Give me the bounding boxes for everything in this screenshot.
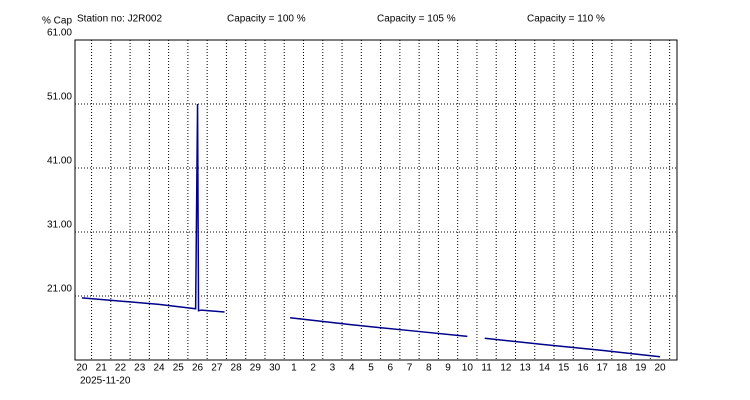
x-tick-label: 26 (192, 363, 204, 374)
x-tick-label: 25 (173, 363, 185, 374)
x-tick-label: 3 (330, 363, 336, 374)
data-line (289, 317, 468, 338)
x-tick-label: 23 (134, 363, 146, 374)
x-tick-label: 10 (462, 363, 474, 374)
x-tick-label: 28 (231, 363, 243, 374)
x-tick-label: 27 (211, 363, 223, 374)
x-tick-label: 8 (426, 363, 432, 374)
x-tick-label: 19 (635, 363, 647, 374)
plot-border (74, 39, 678, 361)
y-tick-label: 61.00 (47, 28, 72, 39)
start-date: 2025-11-20 (80, 376, 131, 387)
x-tick-label: 18 (616, 363, 628, 374)
data-line (484, 337, 661, 358)
x-tick-label: 20 (654, 363, 666, 374)
y-axis-label: % Cap (42, 16, 72, 27)
x-tick-label: 1 (291, 363, 297, 374)
x-tick-label: 14 (539, 363, 551, 374)
x-tick-label: 12 (500, 363, 512, 374)
x-tick-label: 9 (445, 363, 451, 374)
x-tick-label: 30 (269, 363, 281, 374)
y-tick-label: 31.00 (47, 220, 72, 231)
x-tick-label: 7 (407, 363, 413, 374)
capacity-label: Capacity = 110 % (527, 14, 605, 25)
y-tick-label: 51.00 (47, 92, 72, 103)
x-tick-label: 17 (597, 363, 609, 374)
y-tick-label: 41.00 (47, 156, 72, 167)
x-tick-label: 13 (520, 363, 532, 374)
x-tick-label: 29 (250, 363, 262, 374)
y-tick-label: 21.00 (47, 284, 72, 295)
x-tick-label: 21 (96, 363, 108, 374)
capacity-label: Capacity = 100 % (227, 14, 306, 25)
x-tick-label: 20 (76, 363, 88, 374)
capacity-label: Capacity = 105 % (377, 14, 456, 25)
station-label: Station no: J2R002 (77, 14, 162, 25)
x-tick-label: 15 (558, 363, 570, 374)
x-tick-label: 24 (153, 363, 165, 374)
x-tick-label: 6 (387, 363, 393, 374)
x-tick-label: 4 (349, 363, 355, 374)
x-tick-label: 11 (481, 363, 492, 374)
x-tick-label: 22 (115, 363, 127, 374)
x-tick-label: 2 (310, 363, 316, 374)
x-tick-label: 5 (368, 363, 374, 374)
data-line (81, 103, 225, 313)
x-tick-label: 16 (577, 363, 589, 374)
